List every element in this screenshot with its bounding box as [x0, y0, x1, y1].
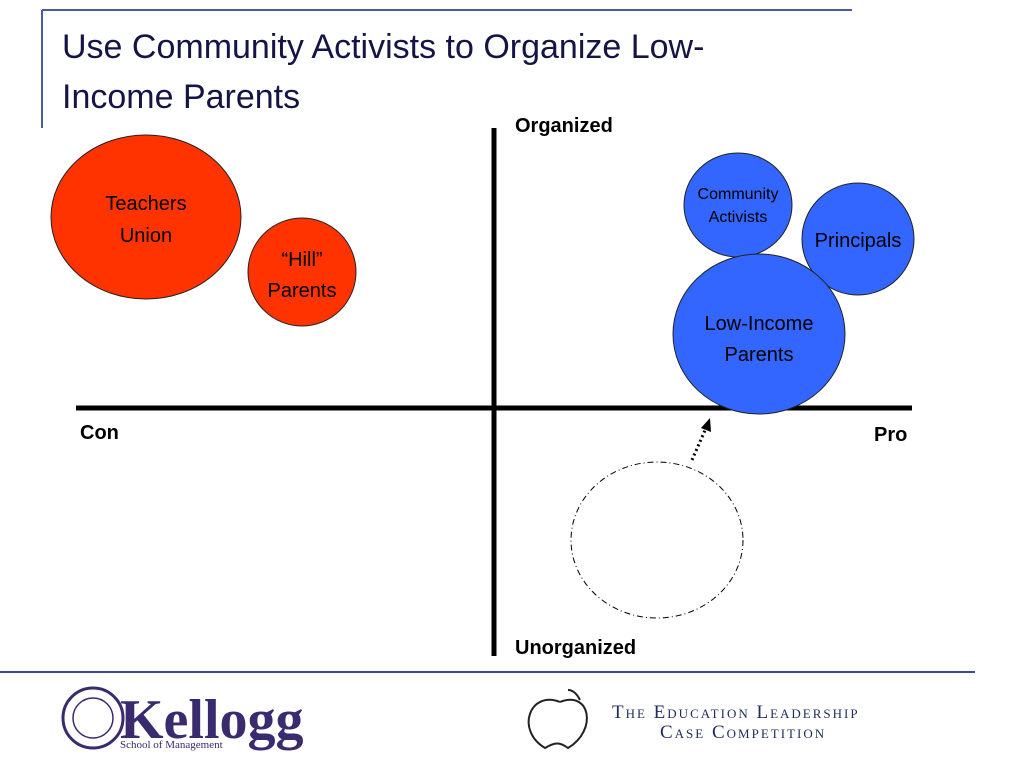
bubble	[672, 253, 846, 415]
bubble	[683, 152, 793, 258]
logo-text: Kellogg	[120, 689, 304, 751]
axis-label: Con	[80, 422, 119, 444]
seal	[72, 697, 114, 739]
seal	[61, 686, 125, 750]
bubble-label: Principals	[815, 230, 902, 252]
bubble-label: Low-Income	[705, 313, 814, 335]
bubble-label: Community	[698, 186, 779, 203]
bubble-label: Activists	[709, 209, 768, 226]
bubble	[801, 182, 915, 296]
axis-label: Unorganized	[515, 637, 636, 659]
empty-bubble	[570, 461, 744, 619]
logo-subtext: School of Management	[120, 739, 223, 751]
bubble-label: “Hill”	[281, 249, 322, 271]
bubble-label: Parents	[268, 280, 337, 302]
arrow	[690, 427, 708, 461]
bubble-label: Parents	[725, 344, 794, 366]
logo-text: Case Competition	[660, 722, 826, 743]
bubble-label: Union	[120, 225, 172, 247]
arrowhead	[701, 418, 711, 432]
title-line: Use Community Activists to Organize Low-	[62, 28, 704, 66]
bubble	[247, 217, 357, 327]
axis-label: Organized	[515, 115, 613, 137]
bubble	[50, 134, 242, 300]
title-line: Income Parents	[62, 78, 300, 116]
axis-label: Pro	[874, 424, 907, 446]
bubble-label: Teachers	[105, 193, 186, 215]
apple-logo	[527, 689, 588, 750]
logo-text: The Education Leadership	[612, 702, 860, 723]
